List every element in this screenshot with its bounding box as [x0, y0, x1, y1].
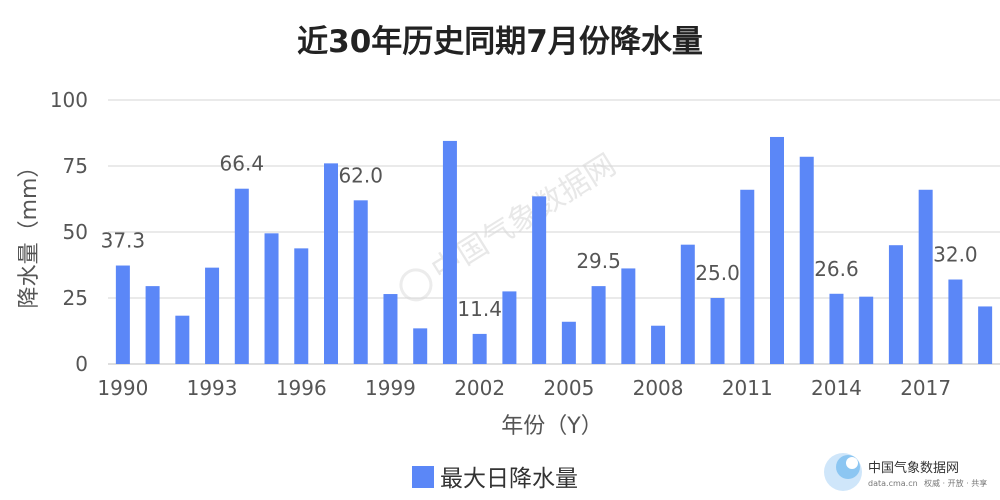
- cma-swirl-icon: [824, 453, 862, 491]
- bar: [918, 189, 933, 364]
- x-tick-label: 2008: [633, 376, 684, 400]
- logo-name: 中国气象数据网: [868, 460, 959, 476]
- logo: 中国气象数据网 data.cma.cn 权威 · 开放 · 共享: [824, 453, 987, 491]
- watermark: 中国气象数据网: [399, 147, 622, 302]
- bar: [621, 268, 636, 364]
- data-label: 29.5: [576, 249, 621, 273]
- bars: [115, 136, 993, 364]
- data-labels: 37.3 66.4 62.0 11.4 29.5 25.0 26.6 32.0: [101, 152, 978, 321]
- x-tick-label: 1990: [97, 376, 148, 400]
- x-axis-label: 年份（Y）: [501, 414, 602, 439]
- logo-slogan: 权威 · 开放 · 共享: [924, 478, 987, 488]
- bar: [829, 293, 844, 364]
- bar: [353, 200, 368, 364]
- bar: [145, 286, 160, 364]
- x-tick-label: 2011: [722, 376, 773, 400]
- legend: 最大日降水量: [412, 466, 578, 492]
- bar: [799, 156, 814, 364]
- bar: [561, 321, 576, 364]
- x-tick-label: 2014: [811, 376, 862, 400]
- y-tick-label: 50: [63, 220, 88, 244]
- y-tick-label: 0: [75, 352, 88, 376]
- y-tick-label: 75: [63, 154, 88, 178]
- y-tick-label: 100: [50, 88, 88, 112]
- bar: [205, 267, 220, 364]
- x-tick-label: 2017: [900, 376, 951, 400]
- legend-swatch: [412, 466, 434, 488]
- bar: [264, 233, 279, 364]
- bar: [115, 265, 130, 364]
- data-label: 32.0: [933, 243, 978, 267]
- bar: [472, 333, 487, 364]
- bar: [532, 196, 547, 364]
- x-tick-label: 2005: [543, 376, 594, 400]
- data-label: 66.4: [220, 152, 265, 176]
- x-tick-label: 1993: [187, 376, 238, 400]
- y-axis-label: 降水量（mm）: [17, 156, 42, 309]
- bar: [324, 163, 338, 364]
- x-axis-ticks: 1990 1993 1996 1999 2002 2005 2008 2011 2014 2017: [97, 376, 951, 400]
- x-tick-label: 1999: [365, 376, 416, 400]
- y-tick-label: 25: [63, 286, 88, 310]
- bar: [740, 189, 755, 364]
- bar: [770, 136, 784, 364]
- y-axis-ticks: 0 25 50 75 100: [50, 88, 88, 376]
- bar: [294, 248, 309, 364]
- data-label: 26.6: [814, 257, 859, 281]
- data-label: 11.4: [457, 297, 502, 321]
- x-tick-label: 2002: [454, 376, 505, 400]
- bar: [234, 188, 249, 364]
- bar: [442, 140, 457, 364]
- bar: [651, 325, 666, 364]
- gridlines: [108, 99, 1000, 365]
- bar: [710, 298, 725, 364]
- bar: [680, 244, 695, 364]
- x-tick-label: 1996: [276, 376, 327, 400]
- logo-domain: data.cma.cn: [868, 479, 918, 488]
- data-label: 62.0: [338, 163, 383, 187]
- watermark-icon: [399, 268, 433, 302]
- bar: [978, 306, 993, 364]
- bar: [888, 245, 903, 364]
- bar: [859, 296, 874, 364]
- data-label: 25.0: [695, 261, 740, 285]
- bar: [383, 294, 398, 364]
- bar: [502, 291, 517, 364]
- legend-label: 最大日降水量: [440, 466, 578, 492]
- data-label: 37.3: [101, 229, 146, 253]
- bar: [948, 279, 963, 364]
- chart-title: 近30年历史同期7月份降水量: [297, 24, 703, 60]
- bar: [175, 315, 190, 364]
- bar: [413, 328, 428, 364]
- bar: [591, 286, 606, 364]
